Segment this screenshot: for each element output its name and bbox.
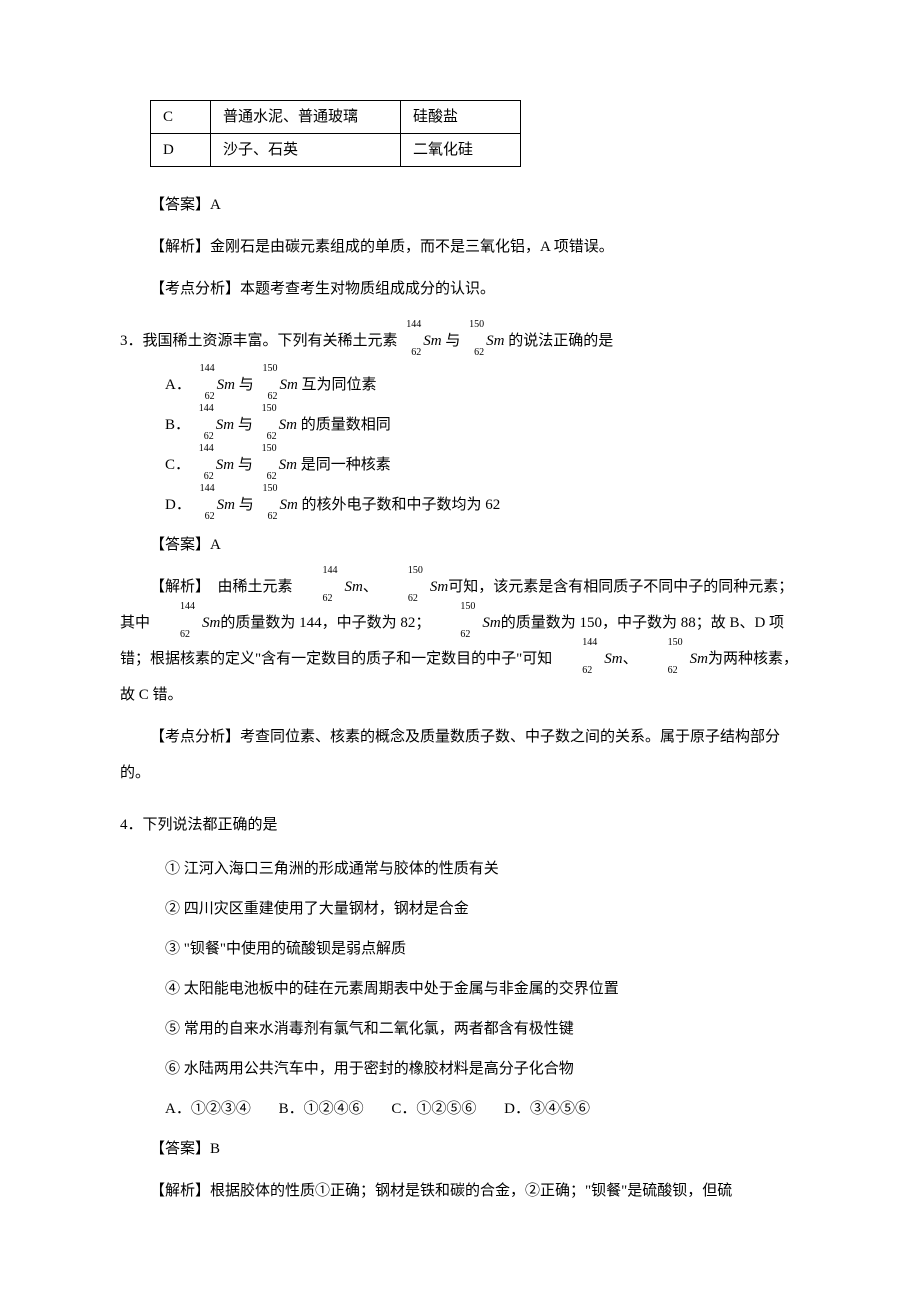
q3-stem-prefix: 3．我国稀土资源丰富。下列有关稀土元素: [120, 333, 398, 349]
q2-answer: 【答案】A: [120, 187, 800, 223]
q4-option-c: C．①②⑤⑥: [391, 1101, 476, 1117]
q3-answer: 【答案】A: [120, 527, 800, 563]
q2-analysis: 【解析】金刚石是由碳元素组成的单质，而不是三氧化铝，A 项错误。: [120, 229, 800, 265]
q4-option-a: A．①②③④: [165, 1101, 251, 1117]
q4-item-1: ① 江河入海口三角洲的形成通常与胶体的性质有关: [165, 851, 800, 887]
isotope-144-62-sm: 144 62 Sm: [195, 487, 235, 523]
q4-answer: 【答案】B: [120, 1131, 800, 1167]
table-row: D 沙子、石英 二氧化硅: [151, 134, 521, 167]
isotope-144-62-sm: 144 62 Sm: [401, 323, 441, 359]
q4-option-d: D．③④⑤⑥: [504, 1101, 590, 1117]
q4-stem: 4．下列说法都正确的是: [120, 807, 800, 843]
cell-option: C: [151, 101, 211, 134]
isotope-144-62-sm: 14462Sm: [552, 641, 622, 677]
q3-stem-mid: 与: [445, 333, 460, 349]
q2-topic: 【考点分析】本题考查考生对物质组成成分的认识。: [120, 271, 800, 307]
isotope-144-62-sm: 14462Sm: [293, 569, 363, 605]
table-row: C 普通水泥、普通玻璃 硅酸盐: [151, 101, 521, 134]
q4-item-4: ④ 太阳能电池板中的硅在元素周期表中处于金属与非金属的交界位置: [165, 971, 800, 1007]
q4-analysis: 【解析】根据胶体的性质①正确；钢材是铁和碳的合金，②正确；"钡餐"是硫酸钡，但硫: [120, 1173, 800, 1209]
q3-option-d: D． 144 62 Sm 与 150 62 Sm 的核外电子数和中子数均为 62: [165, 487, 800, 523]
cell-material: 沙子、石英: [211, 134, 401, 167]
isotope-150-62-sm: 15062Sm: [430, 605, 500, 641]
q3-analysis: 【解析】 由稀土元素14462Sm、15062Sm可知，该元素是含有相同质子不同…: [120, 569, 800, 713]
q4-options: A．①②③④ B．①②④⑥ C．①②⑤⑥ D．③④⑤⑥: [165, 1091, 800, 1127]
cell-component: 硅酸盐: [401, 101, 521, 134]
isotope-150-62-sm: 15062Sm: [638, 641, 708, 677]
q4-item-3: ③ "钡餐"中使用的硫酸钡是弱点解质: [165, 931, 800, 967]
q4-item-5: ⑤ 常用的自来水消毒剂有氯气和二氧化氯，两者都含有极性键: [165, 1011, 800, 1047]
isotope-150-62-sm: 150 62 Sm: [464, 323, 504, 359]
q3-topic: 【考点分析】考查同位素、核素的概念及质量数质子数、中子数之间的关系。属于原子结构…: [120, 719, 800, 791]
isotope-144-62-sm: 14462Sm: [150, 605, 220, 641]
q4-item-6: ⑥ 水陆两用公共汽车中，用于密封的橡胶材料是高分子化合物: [165, 1051, 800, 1087]
cell-option: D: [151, 134, 211, 167]
q4-option-b: B．①②④⑥: [279, 1101, 364, 1117]
isotope-150-62-sm: 150 62 Sm: [257, 487, 297, 523]
cell-material: 普通水泥、普通玻璃: [211, 101, 401, 134]
q4-item-2: ② 四川灾区重建使用了大量钢材，钢材是合金: [165, 891, 800, 927]
material-table: C 普通水泥、普通玻璃 硅酸盐 D 沙子、石英 二氧化硅: [150, 100, 521, 167]
cell-component: 二氧化硅: [401, 134, 521, 167]
q3-stem-suffix: 的说法正确的是: [508, 333, 613, 349]
q3-stem: 3．我国稀土资源丰富。下列有关稀土元素 144 62 Sm 与 150 62 S…: [120, 323, 800, 359]
